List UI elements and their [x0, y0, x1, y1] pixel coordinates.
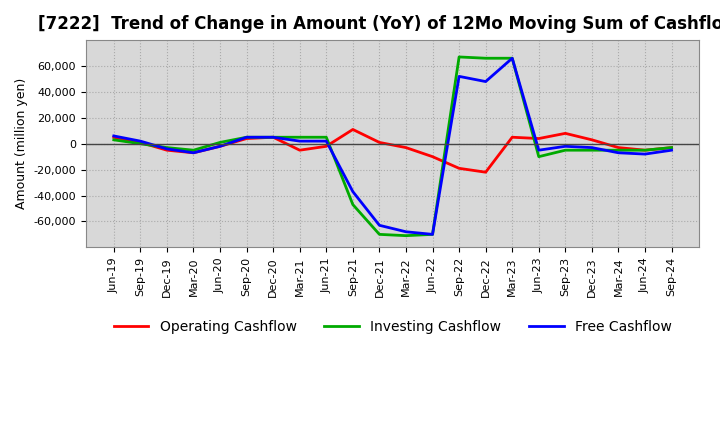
Investing Cashflow [322, 135, 330, 140]
Investing Cashflow [375, 232, 384, 237]
Operating Cashflow [136, 140, 145, 145]
Operating Cashflow [588, 137, 596, 143]
Investing Cashflow [402, 233, 410, 238]
Line: Operating Cashflow: Operating Cashflow [114, 129, 672, 172]
Investing Cashflow [482, 55, 490, 61]
Investing Cashflow [561, 147, 570, 153]
Free Cashflow [322, 139, 330, 144]
Operating Cashflow [348, 127, 357, 132]
Investing Cashflow [614, 147, 623, 153]
Free Cashflow [667, 147, 676, 153]
Investing Cashflow [295, 135, 304, 140]
Operating Cashflow [243, 136, 251, 141]
Operating Cashflow [455, 166, 464, 171]
Investing Cashflow [508, 55, 516, 61]
Operating Cashflow [561, 131, 570, 136]
Investing Cashflow [455, 54, 464, 59]
Free Cashflow [482, 79, 490, 84]
Operating Cashflow [614, 145, 623, 150]
Operating Cashflow [375, 140, 384, 145]
Free Cashflow [375, 223, 384, 228]
Line: Free Cashflow: Free Cashflow [114, 58, 672, 235]
Free Cashflow [588, 145, 596, 150]
Investing Cashflow [216, 140, 225, 145]
Operating Cashflow [295, 147, 304, 153]
Investing Cashflow [189, 147, 198, 153]
Free Cashflow [561, 144, 570, 149]
Investing Cashflow [588, 147, 596, 153]
Operating Cashflow [322, 144, 330, 149]
Free Cashflow [136, 139, 145, 144]
Free Cashflow [163, 146, 171, 151]
Free Cashflow [109, 133, 118, 139]
Investing Cashflow [109, 137, 118, 143]
Investing Cashflow [641, 147, 649, 153]
Investing Cashflow [163, 145, 171, 150]
Investing Cashflow [428, 232, 437, 237]
Operating Cashflow [109, 135, 118, 140]
Free Cashflow [428, 232, 437, 237]
Free Cashflow [455, 74, 464, 79]
Investing Cashflow [534, 154, 543, 159]
Free Cashflow [614, 150, 623, 155]
Free Cashflow [508, 55, 516, 61]
Operating Cashflow [269, 135, 277, 140]
Operating Cashflow [216, 144, 225, 149]
Free Cashflow [269, 135, 277, 140]
Free Cashflow [189, 150, 198, 155]
Free Cashflow [348, 189, 357, 194]
Title: [7222]  Trend of Change in Amount (YoY) of 12Mo Moving Sum of Cashflows: [7222] Trend of Change in Amount (YoY) o… [37, 15, 720, 33]
Operating Cashflow [534, 136, 543, 141]
Operating Cashflow [163, 147, 171, 153]
Free Cashflow [534, 147, 543, 153]
Operating Cashflow [189, 150, 198, 155]
Investing Cashflow [136, 141, 145, 147]
Free Cashflow [216, 144, 225, 149]
Investing Cashflow [269, 135, 277, 140]
Line: Investing Cashflow: Investing Cashflow [114, 57, 672, 236]
Y-axis label: Amount (million yen): Amount (million yen) [15, 78, 28, 209]
Legend: Operating Cashflow, Investing Cashflow, Free Cashflow: Operating Cashflow, Investing Cashflow, … [108, 315, 678, 340]
Operating Cashflow [402, 145, 410, 150]
Free Cashflow [243, 135, 251, 140]
Operating Cashflow [508, 135, 516, 140]
Investing Cashflow [348, 202, 357, 207]
Free Cashflow [641, 151, 649, 157]
Operating Cashflow [428, 154, 437, 159]
Operating Cashflow [482, 169, 490, 175]
Investing Cashflow [667, 145, 676, 150]
Free Cashflow [402, 229, 410, 235]
Investing Cashflow [243, 135, 251, 140]
Free Cashflow [295, 139, 304, 144]
Operating Cashflow [641, 147, 649, 153]
Operating Cashflow [667, 145, 676, 150]
